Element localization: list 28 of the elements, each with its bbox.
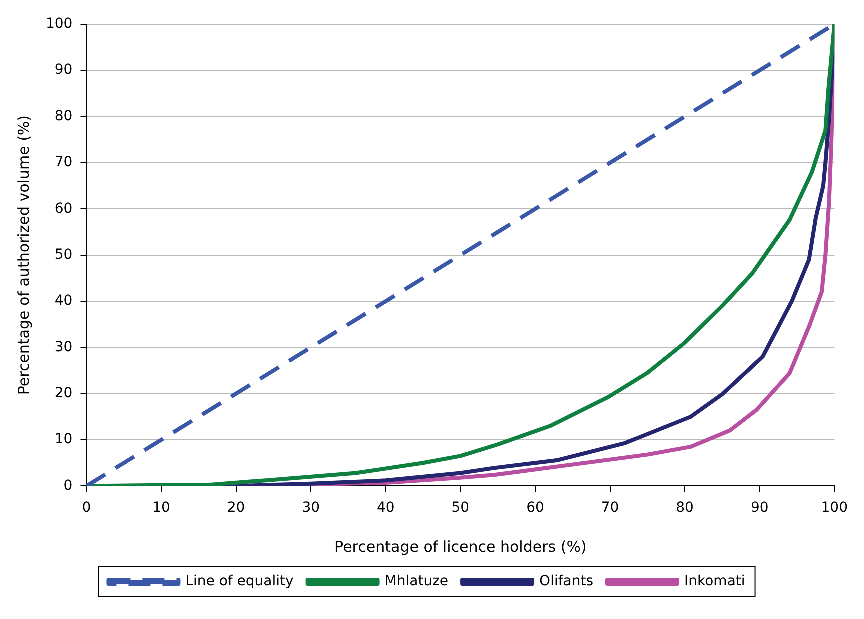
y-tick-label: 50 <box>54 246 73 263</box>
x-tick-label: 80 <box>676 500 694 516</box>
x-tick-label: 0 <box>82 500 92 516</box>
y-tick-label: 80 <box>54 108 73 124</box>
y-tick-label: 40 <box>54 293 73 310</box>
y-tick-label: 70 <box>54 154 73 171</box>
x-tick-label: 40 <box>376 500 395 516</box>
legend-label: Line of equality <box>186 574 294 590</box>
legend-label: Inkomati <box>684 574 746 590</box>
y-tick-label: 10 <box>54 432 73 448</box>
x-tick-label: 70 <box>601 500 620 516</box>
x-tick-label: 100 <box>821 500 848 516</box>
y-tick-label: 60 <box>54 200 73 217</box>
x-tick-label: 60 <box>526 500 544 516</box>
x-tick-label: 30 <box>302 500 320 516</box>
y-tick-label: 20 <box>54 385 73 402</box>
x-axis-title: Percentage of licence holders (%) <box>334 538 587 556</box>
y-tick-label: 0 <box>64 478 73 494</box>
y-tick-label: 100 <box>46 16 73 32</box>
x-tick-label: 90 <box>750 500 769 516</box>
x-tick-label: 20 <box>227 500 246 516</box>
x-tick-label: 50 <box>452 500 470 516</box>
y-tick-label: 90 <box>54 62 73 78</box>
y-axis-title: Percentage of authorized volume (%) <box>14 115 33 396</box>
x-tick-label: 10 <box>152 500 170 516</box>
y-tick-label: 30 <box>54 339 73 356</box>
legend-label: Mhlatuze <box>384 574 449 590</box>
legend-label: Olifants <box>540 574 594 590</box>
